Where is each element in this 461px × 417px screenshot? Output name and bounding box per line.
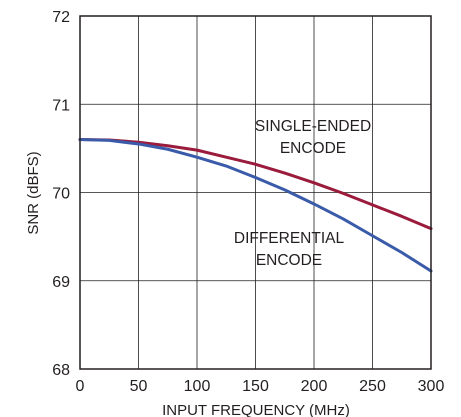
x-tick-labels: 0 50 100 150 200 250 300 (76, 378, 445, 395)
series-line-single-ended-encode (78, 138, 433, 231)
x-tick-label: 0 (76, 378, 85, 395)
y-tick-label: 69 (52, 274, 70, 291)
x-axis-label: INPUT FREQUENCY (MHz) (162, 402, 350, 417)
series-lines (78, 138, 433, 273)
x-tick-label: 50 (130, 378, 148, 395)
plot-frame (79, 15, 432, 370)
x-tick-label: 250 (359, 378, 386, 395)
x-tick-label: 150 (242, 378, 269, 395)
y-tick-label: 71 (52, 97, 70, 114)
annotation-differential-line2: ENCODE (256, 252, 322, 269)
y-tick-labels: 68 69 70 71 72 (52, 9, 70, 379)
annotation-differential-line1: DIFFERENTIAL (234, 230, 345, 247)
series-line-differential-encode (78, 138, 433, 273)
annotation-single-ended-line1: SINGLE-ENDED (255, 118, 371, 135)
grid-lines (80, 16, 431, 369)
x-tick-label: 100 (184, 378, 211, 395)
y-tick-label: 72 (52, 9, 70, 26)
annotation-single-ended-line2: ENCODE (280, 140, 346, 157)
x-tick-label: 300 (418, 378, 445, 395)
x-tick-label: 200 (301, 378, 328, 395)
y-axis-label: SNR (dBFS) (25, 151, 42, 234)
y-tick-label: 68 (52, 362, 70, 379)
y-tick-label: 70 (52, 186, 70, 203)
